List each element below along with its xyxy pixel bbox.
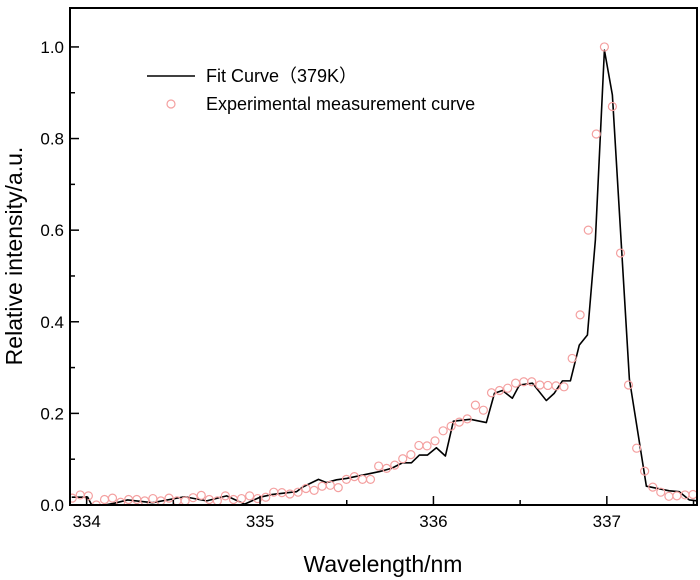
experimental-point xyxy=(382,463,392,473)
experimental-point xyxy=(559,382,569,392)
x-tick-label: 335 xyxy=(246,512,274,531)
experimental-point xyxy=(503,383,513,393)
fit-curve-line xyxy=(71,49,697,505)
experimental-point xyxy=(615,248,626,258)
experimental-point xyxy=(414,440,424,451)
experimental-point xyxy=(607,101,617,112)
experimental-point xyxy=(527,377,537,387)
experimental-point xyxy=(672,491,682,501)
experimental-point xyxy=(599,42,610,52)
experimental-point xyxy=(470,400,480,410)
y-tick-label: 0.4 xyxy=(40,313,64,332)
experimental-point xyxy=(180,496,190,505)
legend: Fit Curve（379K） Experimental measurement… xyxy=(147,66,475,114)
experimental-point xyxy=(374,461,384,471)
experimental-point xyxy=(535,380,545,390)
experimental-point xyxy=(591,129,601,139)
experimental-point xyxy=(430,436,440,446)
x-tick-label: 337 xyxy=(593,512,621,531)
experimental-point xyxy=(164,493,174,503)
experimental-point xyxy=(406,450,416,460)
experimental-point xyxy=(245,491,255,501)
experimental-point xyxy=(341,474,351,484)
experimental-point xyxy=(640,466,650,476)
experimental-point xyxy=(454,417,464,427)
experimental-point xyxy=(220,491,230,501)
experimental-point xyxy=(325,480,335,490)
experimental-point xyxy=(511,378,521,388)
experimental-point xyxy=(365,474,376,484)
experimental-point xyxy=(664,491,674,501)
y-tick-label: 0.2 xyxy=(40,404,64,423)
experimental-point xyxy=(333,482,343,493)
legend-experimental-label: Experimental measurement curve xyxy=(206,94,475,114)
experimental-point xyxy=(99,494,110,505)
experimental-point xyxy=(462,414,472,424)
experimental-point xyxy=(494,385,505,396)
experimental-point xyxy=(422,441,432,451)
x-axis-title: Wavelength/nm xyxy=(304,551,463,577)
experimental-point xyxy=(648,482,658,492)
experimental-point xyxy=(83,491,93,501)
y-tick-label: 1.0 xyxy=(40,38,64,57)
x-tick-label: 334 xyxy=(72,512,100,531)
experimental-point xyxy=(116,497,126,505)
experimental-point xyxy=(656,487,666,497)
experimental-point xyxy=(583,225,593,235)
y-axis-title: Relative intensity/a.u. xyxy=(1,147,27,366)
legend-fit-label: Fit Curve（379K） xyxy=(206,66,357,86)
x-tick-label: 336 xyxy=(419,512,447,531)
experimental-point xyxy=(285,489,295,499)
y-tick-label: 0.8 xyxy=(40,130,64,149)
experimental-point xyxy=(438,426,448,436)
experimental-point xyxy=(575,310,585,320)
experimental-point xyxy=(349,472,359,482)
experimental-point xyxy=(309,485,319,495)
experimental-point xyxy=(261,492,271,502)
experimental-point xyxy=(632,443,642,453)
experimental-point xyxy=(293,487,303,497)
experimental-point xyxy=(70,493,77,503)
experimental-point xyxy=(236,493,247,504)
experimental-point xyxy=(188,493,198,503)
experimental-point xyxy=(478,405,488,415)
experimental-point xyxy=(543,380,553,391)
experimental-point xyxy=(446,421,456,431)
y-tick-label: 0.6 xyxy=(40,221,64,240)
experimental-point xyxy=(357,474,368,484)
experimental-point xyxy=(317,481,327,491)
experimental-point xyxy=(623,380,634,390)
experimental-point xyxy=(148,493,158,504)
experimental-point xyxy=(91,500,101,505)
experimental-point xyxy=(390,460,400,470)
experimental-point xyxy=(107,493,118,503)
experimental-point xyxy=(688,489,697,500)
plot-frame xyxy=(69,7,698,506)
experimental-point xyxy=(567,353,577,364)
experimental-point xyxy=(196,490,206,500)
experimental-point xyxy=(398,454,408,464)
y-tick-label: 0.0 xyxy=(40,496,64,515)
experimental-point xyxy=(132,494,142,505)
legend-experimental-marker xyxy=(166,99,176,109)
